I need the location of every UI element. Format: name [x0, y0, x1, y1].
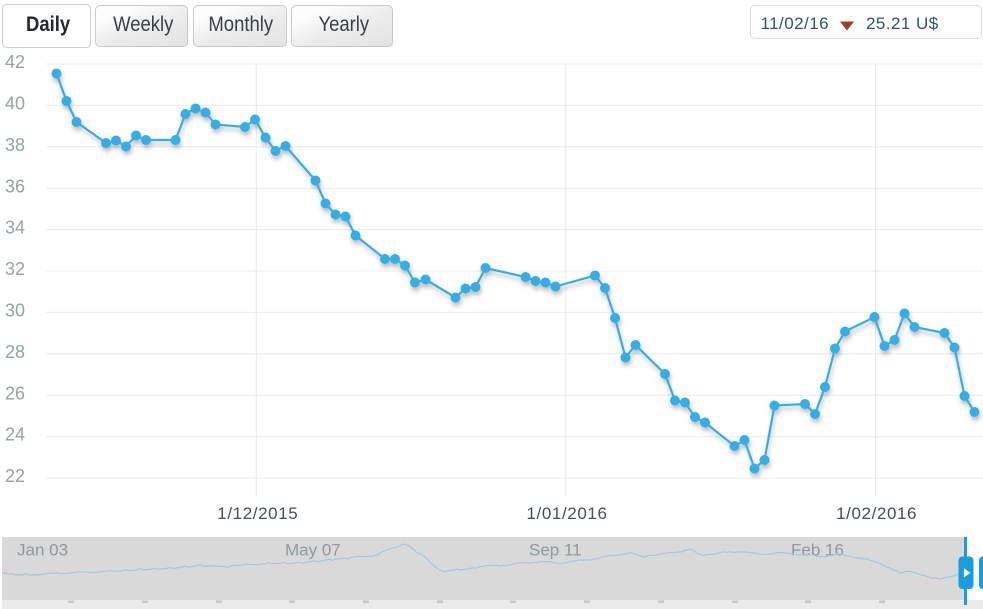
svg-text:Sep 11: Sep 11 — [529, 541, 582, 560]
svg-text:32: 32 — [5, 259, 25, 279]
svg-text:38: 38 — [5, 135, 25, 155]
svg-text:36: 36 — [5, 176, 25, 196]
svg-text:24: 24 — [5, 425, 25, 445]
svg-text:42: 42 — [5, 52, 25, 72]
svg-text:Jan 03: Jan 03 — [17, 541, 68, 560]
svg-text:1/12/2015: 1/12/2015 — [217, 504, 298, 523]
svg-text:26: 26 — [5, 383, 25, 403]
svg-text:40: 40 — [5, 94, 25, 114]
svg-text:May 07: May 07 — [285, 541, 341, 560]
svg-text:1/01/2016: 1/01/2016 — [526, 504, 607, 523]
svg-text:22: 22 — [5, 466, 25, 486]
svg-text:1/02/2016: 1/02/2016 — [836, 504, 917, 523]
svg-text:28: 28 — [5, 342, 25, 362]
svg-text:30: 30 — [5, 301, 25, 321]
svg-text:34: 34 — [5, 218, 25, 238]
